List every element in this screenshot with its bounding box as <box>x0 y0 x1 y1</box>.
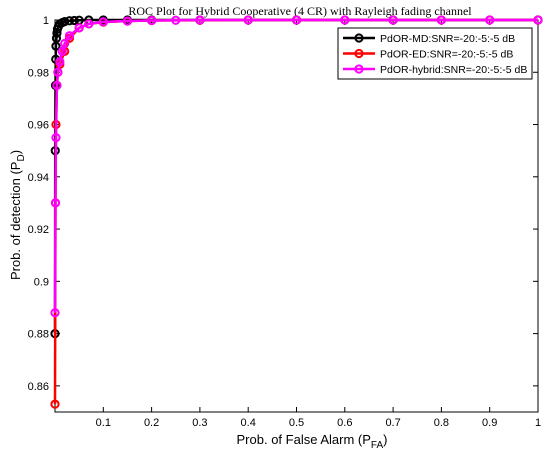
series-3 <box>50 15 543 318</box>
legend-label: PdOR-hybrid:SNR=-20:-5:-5 dB <box>380 64 527 76</box>
series-point <box>291 15 302 25</box>
series-point <box>52 80 62 90</box>
series-point <box>51 33 62 43</box>
series-point <box>340 15 350 25</box>
y-tick-label: 1 <box>43 15 49 27</box>
x-tick-label: 0.7 <box>385 417 400 429</box>
axis-ticks: 0.1 0.2 0.3 0.4 0.5 0.6 0.7 0.8 0.9 1 0.86 0.88 0.9 0… <box>28 15 541 429</box>
y-tick-label: 0.92 <box>28 224 49 236</box>
y-tick-label: 0.88 <box>28 329 49 341</box>
x-tick-label: 1 <box>535 417 541 429</box>
x-tick-label: 0.5 <box>289 417 304 429</box>
chart-title: ROC Plot for Hybrid Cooperative (4 CR) w… <box>128 4 472 18</box>
series-point <box>533 15 543 25</box>
legend-marker <box>354 48 364 59</box>
series-point <box>53 67 63 77</box>
series-point <box>50 399 60 409</box>
x-tick-label: 0.3 <box>192 417 207 429</box>
x-axis-label-close: ) <box>383 432 387 447</box>
series-point <box>195 15 205 25</box>
y-axis-label-close: ) <box>8 150 23 154</box>
series-point <box>84 19 94 29</box>
series-point <box>64 16 75 26</box>
y-axis-label: Prob. of detection (PD) <box>8 150 27 280</box>
series-point <box>55 57 65 67</box>
series-point <box>51 133 61 143</box>
plot-frame <box>54 19 539 413</box>
series-point <box>147 15 157 26</box>
y-axis-label-subscript: D <box>16 154 27 161</box>
series-layer <box>50 15 543 409</box>
series-point <box>74 23 84 33</box>
series-point <box>60 16 70 27</box>
series-point <box>98 17 108 27</box>
series-point <box>485 15 495 25</box>
series-point <box>57 46 67 56</box>
legend-label: PdOR-ED:SNR=-20:-5:-5 dB <box>380 49 513 61</box>
series-point <box>388 15 398 25</box>
x-tick-label: 0.2 <box>144 417 159 429</box>
legend: PdOR-MD:SNR=-20:-5:-5 dB PdOR-ED:SNR=-20:… <box>337 27 533 80</box>
y-tick-label: 0.94 <box>28 172 49 184</box>
x-tick-label: 0.4 <box>241 417 256 429</box>
y-tick-label: 0.98 <box>28 67 49 79</box>
series-point <box>243 15 253 25</box>
x-axis-label-subscript: FA <box>371 440 384 451</box>
series-point <box>436 15 446 25</box>
legend-marker <box>354 64 364 74</box>
plot-area <box>54 19 539 413</box>
x-tick-label: 0.6 <box>337 417 352 429</box>
y-tick-label: 0.96 <box>28 120 49 132</box>
series-point <box>50 308 60 318</box>
y-axis-label-main: Prob. of detection (P <box>8 162 23 281</box>
legend-label: PdOR-MD:SNR=-20:-5:-5 dB <box>380 33 515 45</box>
series-point <box>60 38 70 49</box>
x-tick-label: 0.9 <box>482 417 497 429</box>
series-point <box>171 15 181 25</box>
x-axis-label-main: Prob. of False Alarm (P <box>237 432 371 447</box>
x-tick-label: 0.8 <box>434 417 449 429</box>
series-point <box>64 31 75 41</box>
series-point <box>122 16 133 26</box>
series-point <box>69 15 79 26</box>
x-axis-label: Prob. of False Alarm (PFA) <box>237 432 388 451</box>
y-tick-label: 0.9 <box>34 276 49 288</box>
legend-marker <box>354 33 364 43</box>
y-tick-label: 0.86 <box>28 381 49 393</box>
x-tick-label: 0.1 <box>96 417 111 429</box>
series-point <box>50 198 61 208</box>
